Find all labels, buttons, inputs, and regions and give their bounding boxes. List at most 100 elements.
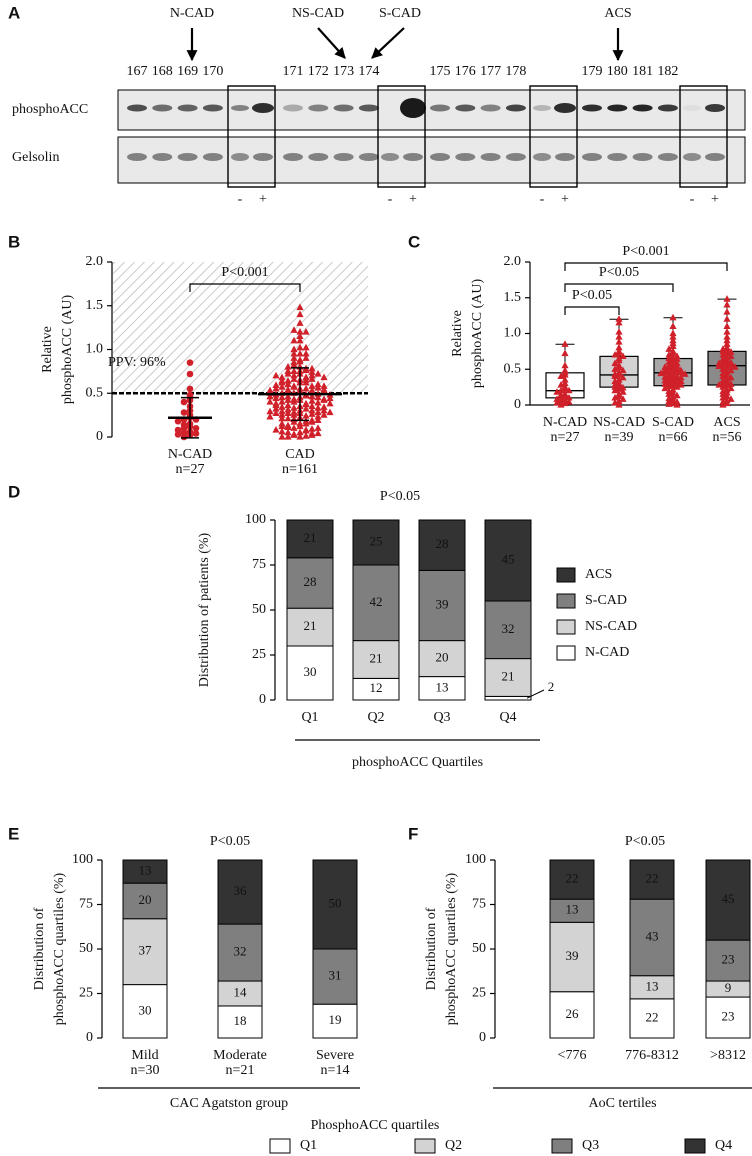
y-tick-label: 0 (86, 1030, 93, 1045)
data-point (619, 352, 627, 359)
data-point (719, 350, 727, 358)
y-tick-label: 100 (245, 512, 266, 527)
data-point (615, 349, 623, 357)
data-label: 30 (304, 664, 317, 679)
data-point (665, 354, 673, 362)
data-point (266, 407, 274, 415)
band (632, 104, 653, 112)
panel-letter: B (8, 232, 20, 251)
data-point (290, 354, 298, 361)
data-point (290, 358, 298, 366)
lane-label: 168 (152, 64, 173, 79)
data-point (290, 345, 298, 353)
y-tick-label: 2.0 (504, 254, 522, 269)
bar-segment (286, 607, 334, 647)
significance-bracket (189, 283, 301, 292)
x-tick-label: Q1 (301, 710, 318, 725)
data-point (561, 379, 569, 387)
data-point (278, 378, 286, 386)
y-tick-label: 75 (79, 897, 93, 912)
data-point (302, 328, 310, 335)
data-point (561, 385, 569, 392)
lane-label: 176 (455, 64, 476, 79)
control-box (227, 85, 276, 188)
lane-label: 170 (202, 64, 223, 79)
data-point (284, 363, 292, 370)
data-point (677, 380, 685, 388)
data-label: 21 (502, 668, 515, 683)
data-point (553, 398, 561, 406)
bar-segment (484, 658, 532, 697)
y-tick-label: 100 (465, 852, 486, 867)
bar-segment (549, 921, 595, 993)
data-point (296, 319, 304, 326)
lane-label: 167 (127, 64, 148, 79)
bar-segment (286, 519, 334, 559)
data-point (272, 371, 280, 379)
band (283, 104, 303, 112)
n-label: n=66 (659, 430, 688, 445)
data-point (314, 416, 322, 423)
data-label: 43 (646, 928, 659, 943)
bar-segment (418, 519, 466, 571)
y-axis-label: phosphoACC (AU) (60, 295, 75, 405)
data-point (302, 366, 310, 374)
data-point (186, 359, 194, 366)
x-tick-label: Moderate (213, 1048, 267, 1063)
chart-title: P<0.05 (210, 834, 250, 849)
data-point (278, 398, 286, 405)
data-point (665, 390, 673, 397)
y-tick-label: 25 (252, 647, 266, 662)
data-label: 28 (304, 574, 317, 589)
legend-swatch (269, 1138, 291, 1154)
data-point (284, 392, 292, 400)
data-point (665, 400, 673, 407)
bar-segment (705, 939, 751, 982)
band (253, 153, 273, 161)
data-point (296, 303, 304, 311)
n-label: n=30 (131, 1063, 160, 1078)
band (533, 153, 551, 161)
data-point (308, 402, 316, 409)
data-point (284, 414, 292, 422)
data-point (272, 405, 280, 412)
legend-swatch (556, 645, 576, 661)
data-point (723, 322, 731, 329)
data-label: 32 (502, 621, 515, 636)
positive-region (113, 262, 368, 394)
legend-label: Q2 (445, 1138, 462, 1153)
data-label: 22 (566, 871, 579, 886)
significance-label: P<0.001 (221, 265, 268, 280)
data-point (611, 350, 619, 358)
x-tick-label: Q4 (499, 710, 516, 725)
y-axis-label: Distribution of (32, 907, 47, 990)
data-point (302, 343, 310, 351)
legend-label: N-CAD (585, 645, 629, 660)
data-point (669, 395, 677, 403)
data-point (723, 378, 731, 385)
data-point (308, 431, 316, 438)
data-point (296, 433, 304, 440)
band (333, 104, 354, 112)
data-point (302, 405, 310, 412)
y-tick-label: 0.5 (504, 361, 522, 376)
data-point (611, 393, 619, 401)
band (657, 104, 678, 112)
data-point (611, 372, 619, 379)
band (381, 153, 399, 161)
legend-title: PhosphoACC quartiles (311, 1118, 440, 1133)
band (202, 153, 223, 161)
data-point (619, 366, 627, 374)
band (455, 153, 476, 161)
band (283, 153, 303, 161)
bar-segment (217, 1005, 263, 1039)
y-tick-label: 1.5 (504, 290, 522, 305)
data-point (302, 384, 310, 392)
data-point (272, 409, 280, 416)
data-point (192, 430, 200, 437)
x-axis-label: CAC Agatston group (170, 1096, 288, 1111)
control-label: + (711, 192, 719, 207)
data-point (719, 390, 727, 397)
control-label: - (238, 192, 243, 207)
data-label: 31 (329, 968, 342, 983)
